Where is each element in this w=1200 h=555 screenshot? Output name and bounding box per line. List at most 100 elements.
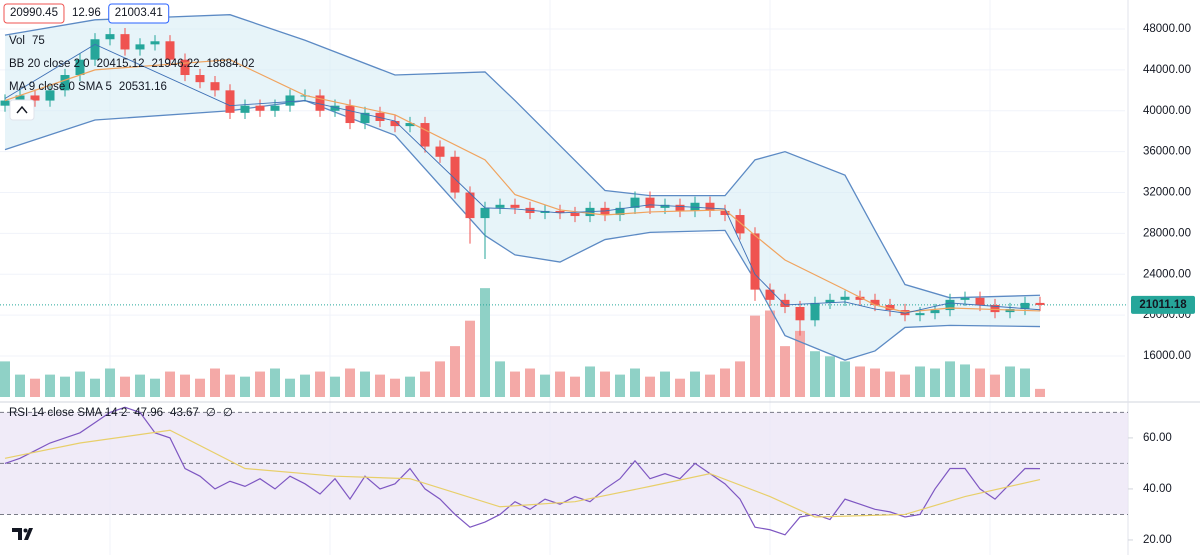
volume-bar bbox=[90, 378, 100, 397]
price-box-label: 20990.45 bbox=[10, 7, 58, 19]
volume-bar bbox=[300, 374, 310, 397]
candle-body bbox=[270, 105, 280, 111]
candle-body bbox=[285, 95, 295, 106]
tv-logo-dot bbox=[23, 528, 28, 533]
candle-body bbox=[795, 307, 805, 321]
volume-bar bbox=[660, 371, 670, 397]
candle-body bbox=[660, 204, 670, 208]
volume-bar bbox=[675, 378, 685, 397]
candle-body bbox=[870, 299, 880, 305]
legend-text: Vol bbox=[9, 35, 25, 47]
volume-bar bbox=[1005, 366, 1015, 397]
candle-body bbox=[420, 123, 430, 147]
volume-bar bbox=[255, 371, 265, 397]
volume-bar bbox=[240, 376, 250, 397]
volume-bar bbox=[180, 374, 190, 397]
volume-bar bbox=[645, 376, 655, 397]
candle-body bbox=[930, 310, 940, 314]
y-tick-label: 24000.00 bbox=[1143, 268, 1191, 280]
candle-body bbox=[735, 215, 745, 234]
volume-bar bbox=[990, 374, 1000, 397]
candle-body bbox=[315, 95, 325, 111]
candle-body bbox=[165, 41, 175, 60]
candle-body bbox=[480, 207, 490, 219]
volume-bar bbox=[735, 361, 745, 397]
candle-body bbox=[225, 90, 235, 113]
candle-body bbox=[750, 233, 760, 290]
volume-bar bbox=[765, 310, 775, 397]
candle-body bbox=[840, 296, 850, 300]
candle-body bbox=[945, 299, 955, 311]
candle-body bbox=[30, 95, 40, 101]
last-price-label: 21011.18 bbox=[1139, 299, 1187, 311]
candle-body bbox=[780, 299, 790, 308]
legend-text: MA 9 close 0 SMA 5 bbox=[9, 81, 112, 93]
candle-body bbox=[1005, 309, 1015, 313]
price-box-label: 21003.41 bbox=[115, 7, 163, 19]
candle-body bbox=[825, 299, 835, 303]
price-box bbox=[108, 3, 170, 24]
volume-bar bbox=[825, 356, 835, 397]
volume-bar bbox=[960, 364, 970, 397]
collapse-button[interactable] bbox=[9, 99, 35, 121]
legend-text: ∅ bbox=[206, 407, 216, 419]
volume-bar bbox=[870, 368, 880, 397]
legend-text: RSI 14 close SMA 14 2 bbox=[9, 407, 127, 419]
volume-bar bbox=[885, 371, 895, 397]
candle-body bbox=[435, 146, 445, 157]
candle-body bbox=[360, 112, 370, 124]
legend-text: 43.67 bbox=[170, 407, 199, 419]
spread-label: 12.96 bbox=[72, 7, 101, 19]
legend-text: 20531.16 bbox=[119, 81, 167, 93]
volume-bar bbox=[945, 361, 955, 397]
candle-body bbox=[915, 313, 925, 316]
legend-text: 18884.02 bbox=[207, 58, 255, 70]
volume-bar bbox=[705, 374, 715, 397]
volume-bar bbox=[855, 366, 865, 397]
volume-bar bbox=[315, 371, 325, 397]
candle-body bbox=[615, 207, 625, 216]
tv-logo bbox=[12, 528, 33, 540]
volume-bar bbox=[30, 378, 40, 397]
candle-body bbox=[555, 210, 565, 213]
volume-bar bbox=[690, 371, 700, 397]
last-price-box bbox=[1131, 295, 1195, 314]
candle-body bbox=[720, 210, 730, 216]
volume-bar bbox=[105, 368, 115, 397]
volume-bar bbox=[165, 371, 175, 397]
y-tick-label: 44000.00 bbox=[1143, 64, 1191, 76]
legend-text: 47.96 bbox=[134, 407, 163, 419]
y-tick-label: 36000.00 bbox=[1143, 146, 1191, 158]
y-tick-label: 48000.00 bbox=[1143, 23, 1191, 35]
candle-body bbox=[255, 105, 265, 111]
volume-bar bbox=[465, 320, 475, 397]
candle-body bbox=[990, 304, 1000, 313]
candle-body bbox=[810, 302, 820, 321]
volume-bar bbox=[510, 371, 520, 397]
volume-bar bbox=[15, 374, 25, 397]
volume-bar bbox=[585, 366, 595, 397]
volume-bar bbox=[570, 376, 580, 397]
candle-body bbox=[465, 192, 475, 219]
candle-body bbox=[330, 105, 340, 111]
candle-body bbox=[855, 296, 865, 300]
candle-body bbox=[675, 204, 685, 211]
legend-text: ∅ bbox=[223, 407, 233, 419]
moving-average bbox=[4, 43, 1041, 314]
volume-bar bbox=[135, 374, 145, 397]
candle-body bbox=[120, 34, 130, 50]
y-tick-label: 32000.00 bbox=[1143, 187, 1191, 199]
candle-body bbox=[495, 204, 505, 208]
bollinger-basis bbox=[4, 59, 1041, 313]
candle-body bbox=[405, 123, 415, 127]
legend-text: 21946.22 bbox=[152, 58, 200, 70]
candle-body bbox=[90, 39, 100, 60]
candle-body bbox=[240, 105, 250, 113]
volume-bar bbox=[405, 376, 415, 397]
volume-bar bbox=[120, 376, 130, 397]
candle-body bbox=[885, 304, 895, 311]
volume-bar bbox=[615, 374, 625, 397]
volume-bar bbox=[225, 374, 235, 397]
volume-bar bbox=[210, 368, 220, 397]
